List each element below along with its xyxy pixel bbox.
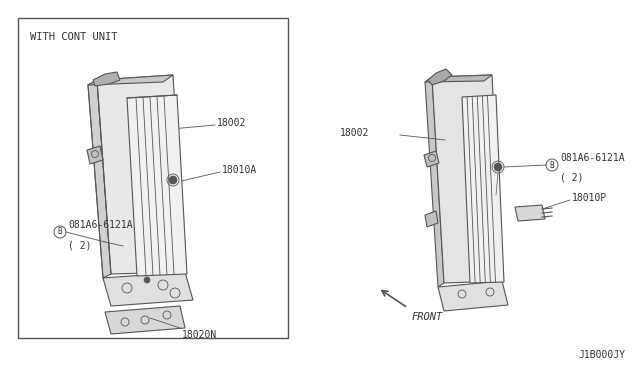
Text: FRONT: FRONT — [412, 312, 444, 322]
Text: J1B000JY: J1B000JY — [578, 350, 625, 360]
Text: 18020N: 18020N — [182, 330, 217, 340]
Bar — [18, 18, 288, 338]
Polygon shape — [97, 75, 185, 274]
Polygon shape — [425, 75, 492, 82]
Circle shape — [169, 176, 177, 184]
Polygon shape — [103, 272, 193, 306]
Text: B: B — [550, 160, 554, 170]
Circle shape — [144, 277, 150, 283]
Text: WITH CONT UNIT: WITH CONT UNIT — [30, 32, 118, 42]
Text: 081A6-6121A: 081A6-6121A — [560, 153, 625, 163]
Text: ( 2): ( 2) — [560, 173, 584, 183]
Polygon shape — [87, 146, 103, 164]
Text: B: B — [58, 228, 62, 237]
Text: 18010P: 18010P — [572, 193, 607, 203]
Polygon shape — [424, 151, 439, 167]
Text: ( 2): ( 2) — [68, 240, 92, 250]
Polygon shape — [428, 69, 452, 85]
Polygon shape — [425, 77, 444, 287]
Polygon shape — [127, 95, 187, 276]
Polygon shape — [462, 95, 504, 283]
Polygon shape — [88, 75, 173, 85]
Polygon shape — [425, 211, 438, 227]
Text: 081A6-6121A: 081A6-6121A — [68, 220, 132, 230]
Polygon shape — [432, 75, 502, 283]
Text: 18002: 18002 — [217, 118, 246, 128]
Polygon shape — [515, 205, 545, 221]
Text: 18010A: 18010A — [222, 165, 257, 175]
Polygon shape — [105, 306, 185, 334]
Circle shape — [494, 163, 502, 171]
Polygon shape — [88, 80, 111, 278]
Text: 18002: 18002 — [340, 128, 369, 138]
Polygon shape — [93, 72, 120, 86]
Polygon shape — [438, 281, 508, 311]
